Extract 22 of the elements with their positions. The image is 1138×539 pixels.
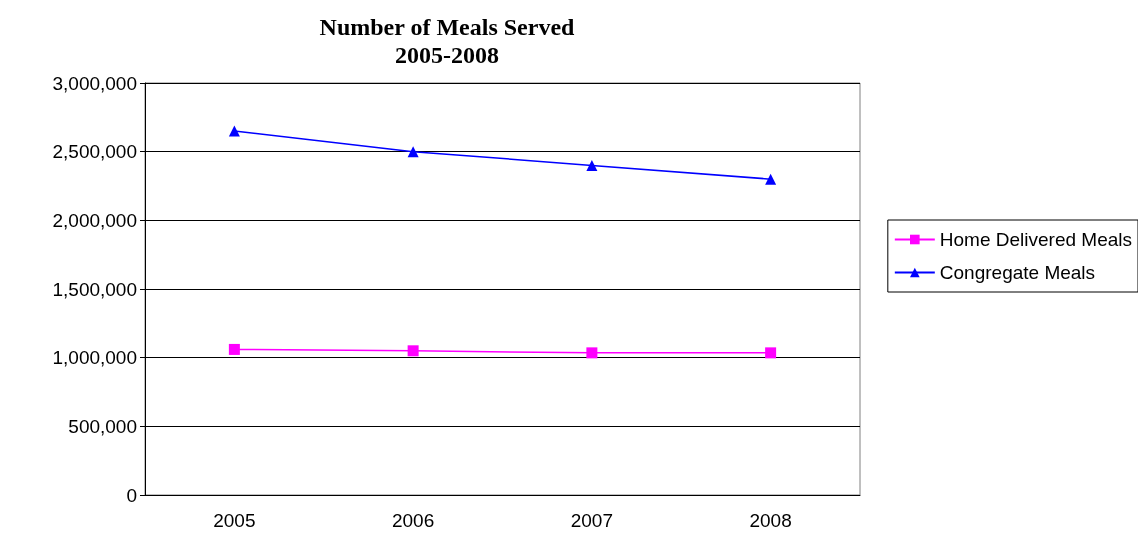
- y-tick-label: 2,000,000: [52, 209, 137, 231]
- y-tick-label: 3,000,000: [52, 72, 137, 94]
- legend-label: Home Delivered Meals: [939, 229, 1133, 250]
- y-tick-label: 500,000: [68, 415, 137, 437]
- x-tick-label: 2008: [749, 510, 792, 531]
- y-tick-label: 2,500,000: [52, 141, 137, 163]
- x-tick-label: 2007: [570, 510, 614, 531]
- point: [586, 347, 598, 359]
- x-tick-label: 2006: [391, 510, 435, 531]
- point: [228, 343, 240, 355]
- point: [228, 125, 240, 137]
- y-tick-label: 1,500,000: [52, 278, 137, 300]
- y-tick-label: 1,000,000: [52, 347, 137, 369]
- chart-title: Number of Meals Served 2005-2008: [319, 14, 576, 68]
- point: [586, 159, 598, 171]
- point: [407, 345, 419, 357]
- x-tick-label: 2005: [213, 510, 256, 531]
- point: [765, 347, 777, 359]
- y-tick-label: 0: [126, 484, 137, 506]
- point: [407, 146, 419, 158]
- point: [765, 173, 777, 185]
- legend-label: Congregate Meals: [939, 262, 1096, 283]
